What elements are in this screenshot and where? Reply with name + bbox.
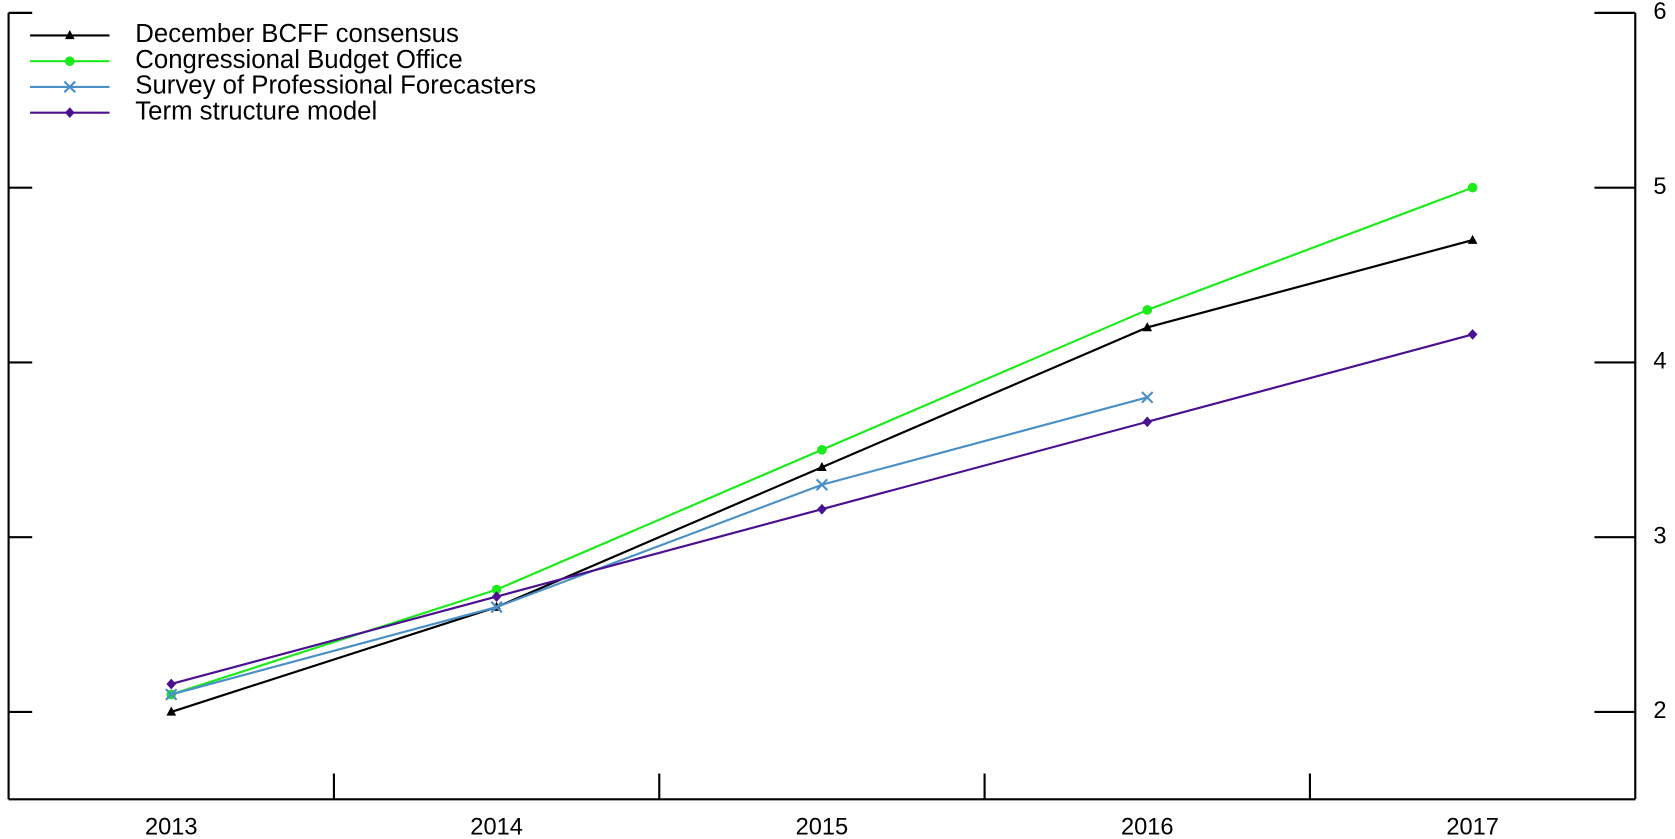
x-tick-label: 2017 [1446, 815, 1499, 839]
y-tick-label: 2 [1653, 698, 1666, 724]
marker [817, 461, 827, 472]
legend-label: Survey of Professional Forecasters [135, 72, 536, 100]
marker [815, 478, 829, 491]
marker [165, 688, 178, 701]
marker [63, 80, 76, 94]
marker [1467, 329, 1478, 340]
marker [490, 600, 503, 614]
marker [491, 584, 502, 595]
y-tick-label: 6 [1653, 0, 1666, 25]
series-line [170, 186, 1473, 696]
legend-label: December BCFF consensus [135, 20, 459, 48]
legend-label: Congressional Budget Office [135, 46, 462, 74]
marker [1467, 182, 1478, 193]
x-tick-label: 2013 [145, 815, 198, 839]
y-tick-label: 4 [1653, 349, 1666, 375]
marker [1142, 416, 1153, 428]
marker [64, 56, 75, 66]
y-tick-label: 5 [1653, 174, 1666, 200]
marker [817, 503, 827, 515]
marker [491, 591, 502, 602]
marker [64, 107, 75, 119]
marker [1142, 305, 1153, 315]
x-tick-label: 2015 [796, 815, 849, 839]
x-tick-label: 2014 [470, 815, 523, 839]
marker [166, 706, 177, 716]
x-tick-label: 2016 [1121, 815, 1174, 839]
y-tick-label: 3 [1653, 523, 1666, 549]
series-line [170, 396, 1148, 696]
marker [1467, 234, 1478, 244]
marker [1141, 391, 1154, 404]
legend-label: Term structure model [135, 97, 377, 125]
marker [817, 444, 827, 455]
marker [166, 678, 177, 690]
marker [1142, 322, 1153, 332]
marker [64, 30, 75, 40]
